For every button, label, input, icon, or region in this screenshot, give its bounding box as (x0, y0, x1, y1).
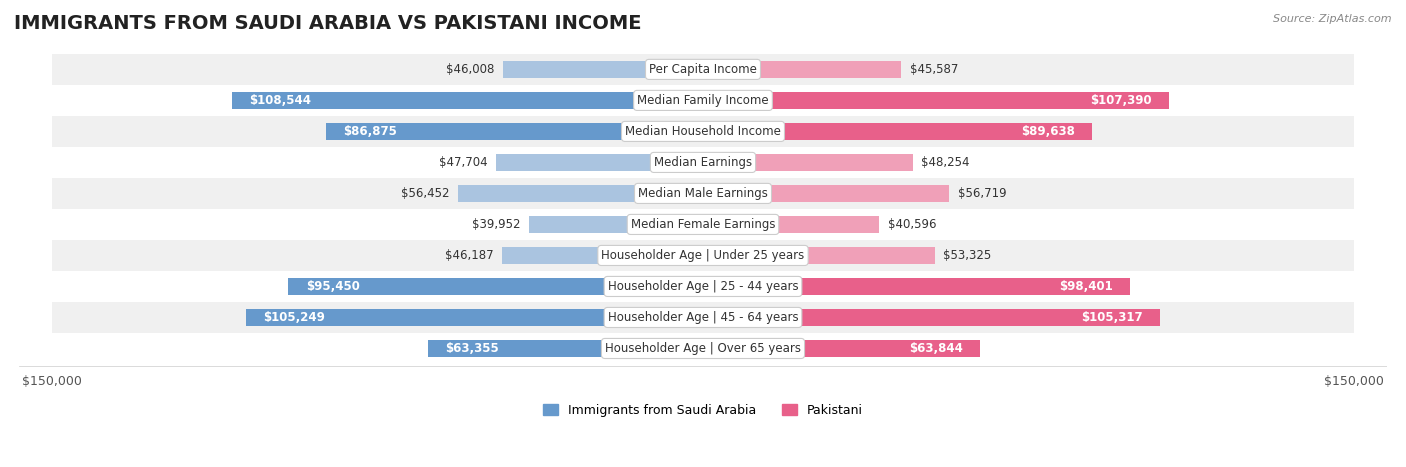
Text: Median Female Earnings: Median Female Earnings (631, 218, 775, 231)
Bar (703, 278, 1130, 295)
Text: $63,355: $63,355 (446, 342, 499, 355)
Text: $86,875: $86,875 (343, 125, 396, 138)
Text: IMMIGRANTS FROM SAUDI ARABIA VS PAKISTANI INCOME: IMMIGRANTS FROM SAUDI ARABIA VS PAKISTAN… (14, 14, 641, 33)
Text: Householder Age | Under 25 years: Householder Age | Under 25 years (602, 249, 804, 262)
Text: $105,249: $105,249 (263, 311, 325, 324)
Text: Householder Age | 25 - 44 years: Householder Age | 25 - 44 years (607, 280, 799, 293)
Text: $107,390: $107,390 (1091, 94, 1152, 107)
Bar (458, 185, 703, 202)
Bar (703, 123, 1092, 140)
Bar (703, 61, 901, 78)
Text: $98,401: $98,401 (1059, 280, 1114, 293)
Bar (326, 123, 703, 140)
Text: $46,187: $46,187 (446, 249, 494, 262)
Bar (502, 247, 703, 264)
Bar (503, 61, 703, 78)
Text: $47,704: $47,704 (439, 156, 486, 169)
Bar (703, 216, 879, 233)
Bar (52, 209, 1354, 240)
Bar (703, 309, 1160, 326)
Text: $108,544: $108,544 (249, 94, 311, 107)
Text: Median Earnings: Median Earnings (654, 156, 752, 169)
Text: $56,452: $56,452 (401, 187, 449, 200)
Bar (703, 247, 935, 264)
Bar (703, 154, 912, 171)
Text: Householder Age | 45 - 64 years: Householder Age | 45 - 64 years (607, 311, 799, 324)
Text: Householder Age | Over 65 years: Householder Age | Over 65 years (605, 342, 801, 355)
Bar (427, 340, 703, 357)
Bar (232, 92, 703, 109)
Bar (246, 309, 703, 326)
Text: Per Capita Income: Per Capita Income (650, 63, 756, 76)
Text: $39,952: $39,952 (472, 218, 520, 231)
Text: $40,596: $40,596 (889, 218, 936, 231)
Text: $56,719: $56,719 (957, 187, 1007, 200)
Text: $46,008: $46,008 (446, 63, 495, 76)
Bar (52, 85, 1354, 116)
Bar (52, 178, 1354, 209)
Text: Median Family Income: Median Family Income (637, 94, 769, 107)
Text: $48,254: $48,254 (921, 156, 970, 169)
Bar (52, 240, 1354, 271)
Text: Median Male Earnings: Median Male Earnings (638, 187, 768, 200)
Bar (52, 116, 1354, 147)
Bar (52, 333, 1354, 364)
Bar (288, 278, 703, 295)
Bar (530, 216, 703, 233)
Text: $89,638: $89,638 (1021, 125, 1076, 138)
Legend: Immigrants from Saudi Arabia, Pakistani: Immigrants from Saudi Arabia, Pakistani (538, 399, 868, 422)
Bar (703, 92, 1170, 109)
Text: Source: ZipAtlas.com: Source: ZipAtlas.com (1274, 14, 1392, 24)
Bar (52, 271, 1354, 302)
Text: $95,450: $95,450 (307, 280, 360, 293)
Bar (703, 340, 980, 357)
Text: $105,317: $105,317 (1081, 311, 1143, 324)
Text: $53,325: $53,325 (943, 249, 991, 262)
Bar (52, 54, 1354, 85)
Bar (496, 154, 703, 171)
Text: $45,587: $45,587 (910, 63, 957, 76)
Bar (52, 147, 1354, 178)
Bar (703, 185, 949, 202)
Bar (52, 302, 1354, 333)
Text: Median Household Income: Median Household Income (626, 125, 780, 138)
Text: $63,844: $63,844 (910, 342, 963, 355)
